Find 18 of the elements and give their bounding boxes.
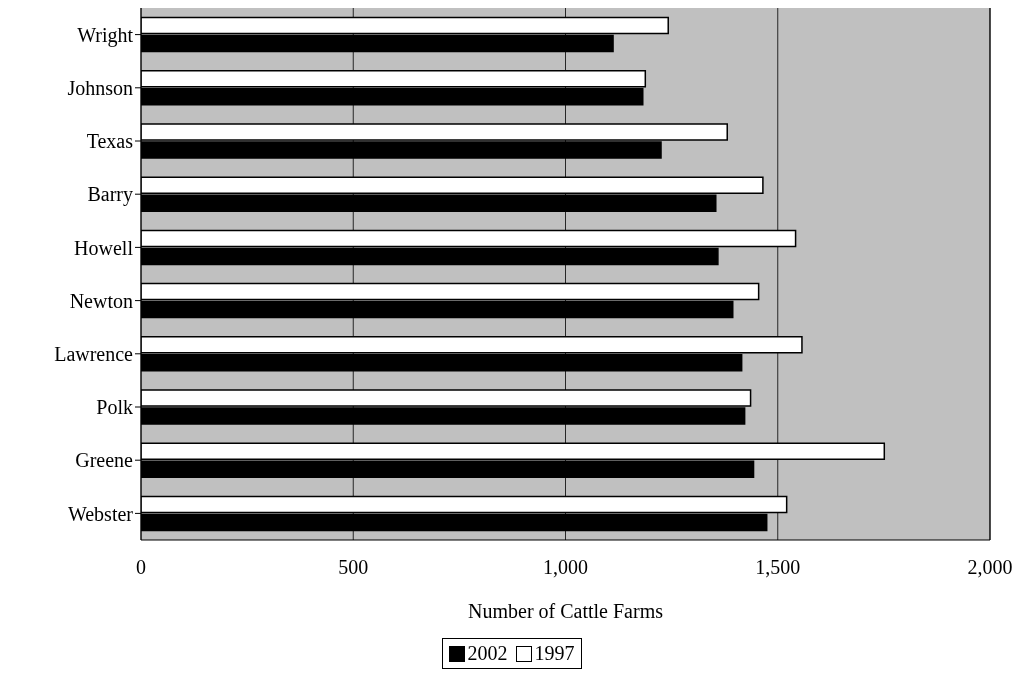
x-tick-label: 1,000 — [543, 556, 588, 579]
y-tick-label: Johnson — [67, 76, 133, 99]
y-tick-label: Webster — [67, 502, 134, 525]
y-tick-label: Texas — [86, 130, 134, 153]
legend-label: 2002 — [467, 642, 508, 665]
x-tick-label: 1,500 — [755, 556, 801, 579]
y-tick-label: Polk — [96, 396, 133, 419]
x-tick-label: 0 — [136, 556, 146, 579]
x-tick-label: 2,000 — [967, 556, 1013, 579]
y-tick-label: Barry — [87, 183, 133, 207]
legend-label: 1997 — [534, 642, 575, 665]
y-tick-label: Newton — [69, 289, 133, 312]
y-tick-label: Howell — [74, 236, 134, 259]
y-tick-label: Lawrence — [54, 342, 134, 365]
y-tick-label: Wright — [77, 23, 134, 47]
x-axis-title: Number of Cattle Farms — [468, 600, 664, 622]
x-tick-label: 500 — [338, 556, 369, 579]
y-tick-label: Greene — [75, 449, 134, 472]
